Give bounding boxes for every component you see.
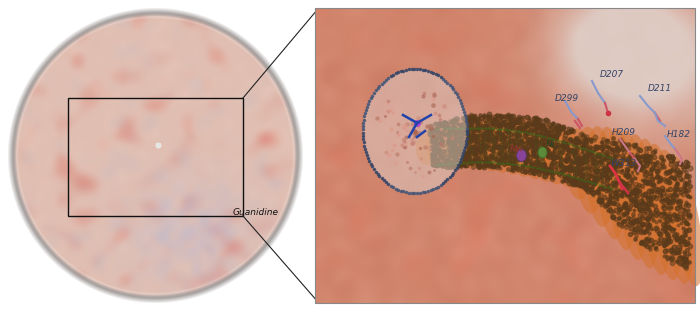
- Ellipse shape: [458, 118, 486, 169]
- Ellipse shape: [447, 120, 476, 168]
- Text: H209: H209: [612, 128, 636, 137]
- Text: Mn: Mn: [510, 145, 523, 154]
- Bar: [315, 8, 695, 303]
- Ellipse shape: [657, 150, 692, 284]
- Ellipse shape: [626, 134, 659, 268]
- Ellipse shape: [490, 116, 519, 173]
- Ellipse shape: [596, 127, 625, 239]
- Ellipse shape: [517, 150, 526, 161]
- Ellipse shape: [667, 156, 700, 286]
- Ellipse shape: [575, 127, 603, 214]
- Ellipse shape: [437, 122, 466, 167]
- Ellipse shape: [543, 126, 571, 184]
- Ellipse shape: [363, 69, 467, 193]
- Text: Ni: Ni: [545, 140, 554, 149]
- Text: D211: D211: [648, 84, 672, 93]
- Bar: [68, 98, 243, 216]
- Ellipse shape: [501, 117, 529, 175]
- Ellipse shape: [636, 139, 670, 275]
- Ellipse shape: [469, 117, 497, 170]
- Ellipse shape: [647, 144, 681, 280]
- Text: H182: H182: [667, 130, 691, 139]
- Ellipse shape: [522, 120, 550, 179]
- Text: Guanidine: Guanidine: [232, 208, 279, 217]
- Ellipse shape: [538, 147, 547, 158]
- Ellipse shape: [512, 118, 540, 177]
- Ellipse shape: [606, 128, 636, 250]
- Ellipse shape: [533, 123, 561, 182]
- Ellipse shape: [416, 127, 444, 165]
- Ellipse shape: [565, 128, 593, 200]
- Text: D299: D299: [555, 94, 579, 103]
- Ellipse shape: [426, 124, 455, 166]
- Text: W313: W313: [610, 159, 636, 168]
- Ellipse shape: [554, 129, 582, 187]
- Ellipse shape: [480, 116, 508, 171]
- Ellipse shape: [586, 126, 615, 227]
- Text: D207: D207: [600, 70, 624, 79]
- Ellipse shape: [617, 131, 648, 260]
